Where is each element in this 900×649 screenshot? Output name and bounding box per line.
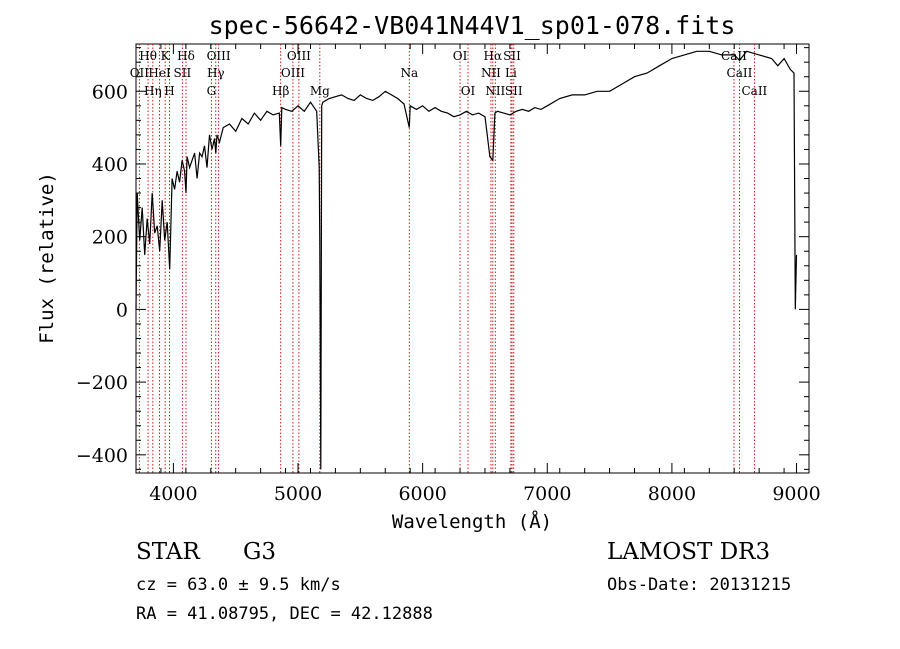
spectral-line-label: NII xyxy=(481,66,501,80)
spectral-line-labels: Hθ OII Hη HeI K H Hδ SII OIII Hγ G Hβ OIII OIII Mg Na OI… xyxy=(130,49,768,98)
x-tick-label: 7000 xyxy=(523,483,571,505)
spectral-line-label: Mg xyxy=(310,84,330,98)
chart-title: spec-56642-VB041N44V1_sp01-078.fits xyxy=(209,11,736,40)
spectral-line-label: Na xyxy=(400,66,418,80)
spectral-line-label: Hα xyxy=(484,49,503,63)
spectral-line-label: Hη xyxy=(144,84,162,98)
spectral-line-label: CaII xyxy=(727,66,753,80)
x-tick-label: 4000 xyxy=(149,483,197,505)
x-axis-label: Wavelength (Å) xyxy=(392,510,552,533)
y-tick-label: 200 xyxy=(92,227,128,249)
x-tick-label: 6000 xyxy=(398,483,446,505)
spectral-line-label: OIII xyxy=(287,49,311,63)
spectral-line-label: OIII xyxy=(281,66,305,80)
spectral-line-label: OI xyxy=(461,84,476,98)
spectral-line-label: G xyxy=(207,84,217,98)
spectral-line-label: SII xyxy=(174,66,192,80)
object-subclass: G3 xyxy=(243,539,276,565)
spectral-line-label: K xyxy=(161,49,171,63)
x-tick-label: 8000 xyxy=(648,483,696,505)
y-tick-label: 400 xyxy=(92,154,128,176)
y-tick-label: −200 xyxy=(76,372,128,394)
y-tick-label: 600 xyxy=(92,81,128,103)
y-tick-label: 0 xyxy=(116,299,128,321)
spectral-line-label: SII xyxy=(505,84,523,98)
plot-frame xyxy=(135,43,810,474)
spectral-line-label: NII xyxy=(485,84,505,98)
spectral-line-label: HeI xyxy=(148,66,171,80)
y-axis-label: Flux (relative) xyxy=(36,172,58,344)
spectral-line-label: OIII xyxy=(207,49,231,63)
spectral-line-markers xyxy=(138,44,755,473)
survey-name: LAMOST DR3 xyxy=(607,539,770,565)
spectral-line-label: SII xyxy=(503,49,521,63)
y-tick-label: −400 xyxy=(76,445,128,467)
spectral-line-label: Li xyxy=(505,66,517,80)
spectral-line-label: OII xyxy=(130,66,150,80)
observation-date: Obs-Date: 20131215 xyxy=(607,575,791,595)
spectrum-line xyxy=(135,50,798,470)
axes: 4000 5000 6000 7000 8000 9000 −400 −200 0 200 400 6… xyxy=(76,44,821,505)
spectral-line-label: CaII xyxy=(741,84,767,98)
sky-coordinates: RA = 41.08795, DEC = 42.12888 xyxy=(136,604,433,624)
x-tick-label: 9000 xyxy=(772,483,820,505)
spectral-line-label: Hθ xyxy=(139,49,157,63)
redshift-info: cz = 63.0 ± 9.5 km/s xyxy=(136,575,341,595)
spectral-line-label: OI xyxy=(453,49,468,63)
x-tick-label: 5000 xyxy=(274,483,322,505)
spectral-line-label: Hγ xyxy=(207,66,225,80)
spectral-line-label: Hβ xyxy=(272,84,289,98)
spectral-line-label: Hδ xyxy=(177,49,195,63)
object-class: STAR xyxy=(136,539,200,565)
spectral-line-label: H xyxy=(164,84,174,98)
